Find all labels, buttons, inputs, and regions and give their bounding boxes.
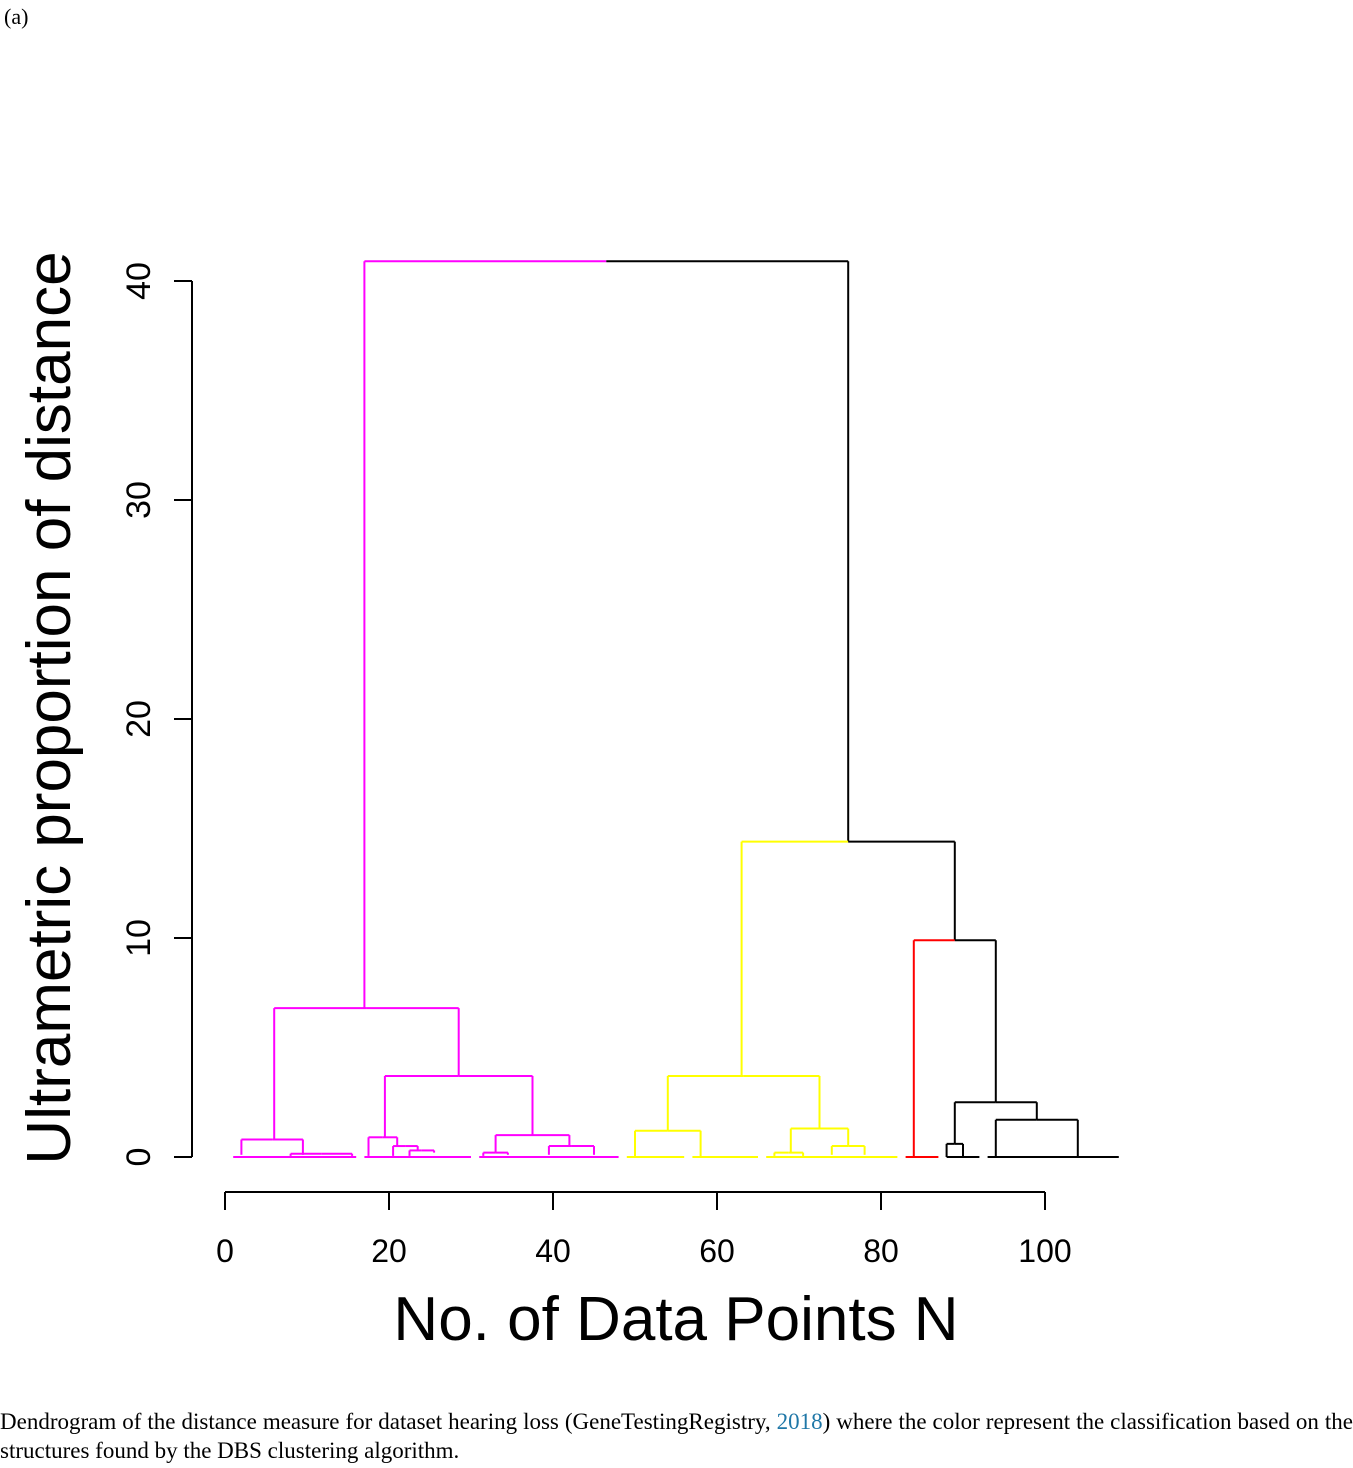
x-tick-label: 60 xyxy=(699,1233,735,1269)
dendrogram-tree xyxy=(233,260,1119,1158)
citation-link[interactable]: 2018 xyxy=(776,1409,823,1434)
panel-label: (a) xyxy=(4,4,29,29)
caption-text-end: ) where the color represent the classi­f… xyxy=(0,1409,1353,1463)
x-tick-label: 0 xyxy=(216,1233,234,1269)
y-tick-label: 20 xyxy=(120,700,158,738)
x-tick-label: 20 xyxy=(371,1233,407,1269)
x-tick-label: 100 xyxy=(1018,1233,1071,1269)
y-tick-label: 10 xyxy=(120,919,158,957)
y-tick-label: 40 xyxy=(120,262,158,300)
y-tick-label: 30 xyxy=(120,481,158,519)
y-tick-label: 0 xyxy=(120,1148,158,1167)
x-tick-label: 40 xyxy=(535,1233,571,1269)
x-tick-label: 80 xyxy=(863,1233,899,1269)
x-axis-label: No. of Data Points N xyxy=(393,1285,958,1354)
caption-text-start: Dendrogram of the distance measure for d… xyxy=(0,1409,777,1434)
y-axis: 0 10 20 30 40 xyxy=(120,262,193,1167)
y-axis-label: Ultrametric proportion of distance xyxy=(15,251,84,1164)
x-axis: 0 20 40 60 80 100 xyxy=(216,1191,1072,1269)
dendrogram-chart: 0 10 20 30 40 0 20 40 60 80 100 Ultrametric propo… xyxy=(15,251,1119,1354)
figure-caption: Dendrogram of the distance measure for d… xyxy=(0,1407,1353,1465)
